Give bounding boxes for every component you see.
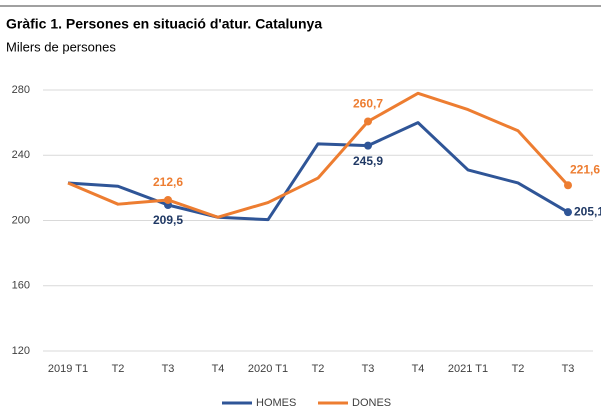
chart-subtitle: Milers de persones [6, 39, 116, 54]
x-tick-label: T4 [412, 363, 425, 375]
data-label: 245,9 [353, 154, 383, 168]
data-label: 212,6 [153, 175, 183, 189]
point-marker [564, 181, 572, 190]
x-tick-label: T4 [212, 363, 225, 375]
data-label: 260,7 [353, 97, 383, 111]
x-tick-label: 2020 T1 [248, 363, 288, 375]
y-tick-label: 160 [12, 280, 30, 292]
x-tick-label: 2019 T1 [48, 363, 88, 375]
x-tick-label: T2 [312, 363, 325, 375]
point-marker [164, 195, 172, 204]
y-tick-label: 280 [12, 84, 30, 96]
data-label: 205,1 [574, 204, 601, 218]
x-tick-label: T3 [562, 363, 575, 375]
legend-label: DONES [352, 397, 391, 409]
series-line [67, 91, 570, 219]
x-tick-label: T2 [112, 363, 125, 375]
y-tick-label: 120 [12, 345, 30, 357]
y-tick-label: 240 [12, 149, 30, 161]
legend-label: HOMES [256, 397, 296, 409]
point-marker [364, 117, 372, 126]
y-tick-label: 200 [12, 214, 30, 226]
data-label: 209,5 [153, 213, 183, 227]
x-tick-label: T3 [362, 363, 375, 375]
data-label: 221,6 [570, 162, 600, 176]
point-marker [564, 208, 572, 217]
x-tick-label: T3 [162, 363, 175, 375]
x-tick-label: T2 [512, 363, 525, 375]
chart-title: Gràfic 1. Persones en situació d'atur. C… [6, 16, 322, 32]
x-tick-label: 2021 T1 [448, 363, 488, 375]
point-marker [364, 141, 372, 150]
series-line [67, 121, 569, 222]
